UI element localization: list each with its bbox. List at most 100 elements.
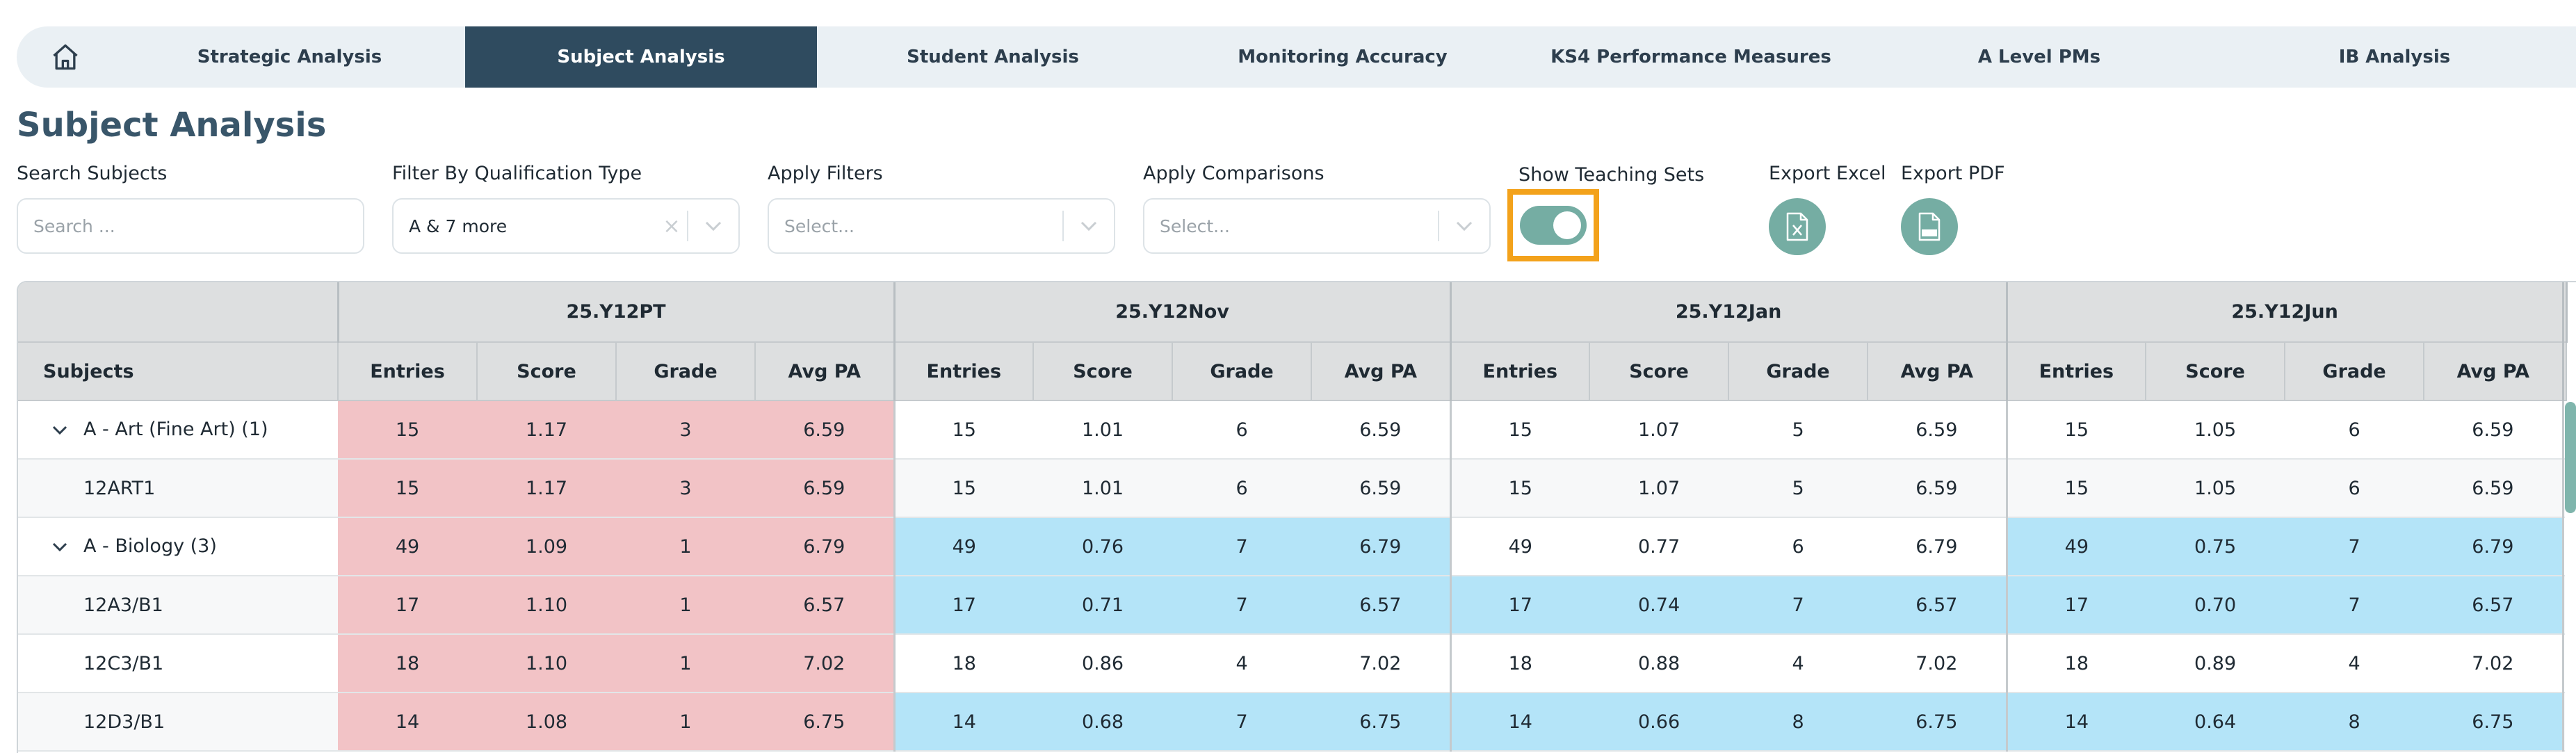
subject-cell[interactable]: A - Biology (3)	[18, 517, 338, 576]
subject-cell: 12D3/B1	[18, 693, 338, 752]
chevron-down-icon[interactable]	[1064, 220, 1114, 232]
subject-cell[interactable]: A - Art (Fine Art) (1)	[18, 400, 338, 460]
group-header: 25.Y12Nov	[894, 282, 1452, 343]
show-teaching-sets-toggle[interactable]	[1520, 206, 1587, 245]
cell-grade: 8	[2285, 693, 2424, 752]
tab-student-analysis[interactable]: Student Analysis	[907, 47, 1079, 67]
cell-avg-pa: 6.57	[1311, 576, 1452, 635]
cell-grade: 7	[2285, 576, 2424, 635]
cell-avg-pa: 6.57	[1868, 576, 2008, 635]
cell-score: 0.89	[2146, 634, 2285, 693]
column-header-grade[interactable]: Grade	[1728, 342, 1869, 401]
cell-avg-pa: 6.59	[2424, 459, 2564, 518]
cell-grade: 6	[1172, 400, 1312, 460]
cell-grade: 4	[1172, 634, 1312, 693]
show-teaching-sets-label: Show Teaching Sets	[1518, 164, 1705, 186]
column-header-entries[interactable]: Entries	[894, 342, 1035, 401]
nav-home-button[interactable]	[17, 26, 114, 88]
header-blank	[2563, 342, 2568, 401]
table-scrollbar-thumb[interactable]	[2565, 402, 2576, 513]
column-header-avg-pa[interactable]: Avg PA	[755, 342, 896, 401]
table-row[interactable]: 12C3/B1 18 1.10 1 7.02 18 0.86 4 7.02 18 0.88 4 7.02…	[18, 634, 2567, 693]
table-row[interactable]: A - Art (Fine Art) (1) 15 1.17 3 6.59 15 1.01 6…	[18, 400, 2567, 460]
row-padding	[2563, 693, 2567, 752]
cell-grade: 8	[1728, 693, 1868, 752]
chevron-down-icon[interactable]	[51, 419, 68, 441]
tab-strategic-analysis[interactable]: Strategic Analysis	[197, 47, 382, 67]
cell-grade: 1	[616, 576, 755, 635]
cell-grade: 7	[1172, 517, 1312, 576]
column-header-score[interactable]: Score	[477, 342, 617, 401]
chevron-down-icon[interactable]	[51, 536, 68, 558]
subject-cell: 12A3/B1	[18, 576, 338, 635]
cell-avg-pa: 6.59	[2424, 400, 2564, 460]
cell-avg-pa: 6.79	[1868, 517, 2008, 576]
table-row[interactable]: A - Biology (3) 49 1.09 1 6.79 49 0.76 7 6.79 49 0…	[18, 517, 2567, 576]
cell-score: 1.07	[1589, 400, 1729, 460]
column-header-entries[interactable]: Entries	[2007, 342, 2147, 401]
chevron-down-icon[interactable]	[688, 220, 738, 232]
column-header-avg-pa[interactable]: Avg PA	[1311, 342, 1452, 401]
apply-comparisons-label: Apply Comparisons	[1143, 163, 1325, 184]
apply-filters-select[interactable]: Select...	[768, 198, 1115, 254]
cell-score: 0.76	[1033, 517, 1173, 576]
home-icon	[53, 44, 78, 70]
cell-entries: 49	[1450, 517, 1590, 576]
export-excel-button[interactable]	[1769, 198, 1826, 255]
column-header-score[interactable]: Score	[1033, 342, 1174, 401]
cell-entries: 15	[2007, 400, 2146, 460]
cell-entries: 14	[1450, 693, 1590, 752]
subjects-column-header[interactable]: Subjects	[18, 342, 339, 401]
export-excel-label: Export Excel	[1769, 163, 1886, 184]
apply-comparisons-placeholder: Select...	[1160, 216, 1230, 236]
cell-score: 0.75	[2146, 517, 2285, 576]
tab-a-level-pms[interactable]: A Level PMs	[1977, 47, 2101, 67]
table-row[interactable]: 12A3/B1 17 1.10 1 6.57 17 0.71 7 6.57 17 0.74 7 6.57…	[18, 576, 2567, 635]
tab-subject-analysis[interactable]: Subject Analysis	[465, 26, 817, 88]
cell-grade: 1	[616, 517, 755, 576]
cell-grade: 3	[616, 400, 755, 460]
cell-score: 0.64	[2146, 693, 2285, 752]
search-subjects-input[interactable]: Search ...	[17, 198, 364, 254]
tab-monitoring-accuracy[interactable]: Monitoring Accuracy	[1238, 47, 1448, 67]
apply-comparisons-select[interactable]: Select...	[1143, 198, 1491, 254]
column-header-entries[interactable]: Entries	[338, 342, 478, 401]
column-header-avg-pa[interactable]: Avg PA	[1868, 342, 2008, 401]
group-header: 25.Y12PT	[338, 282, 896, 343]
column-header-score[interactable]: Score	[2146, 342, 2286, 401]
header-blank	[2563, 282, 2568, 343]
pdf-file-icon	[1918, 212, 1941, 241]
group-header: 25.Y12Jan	[1450, 282, 2008, 343]
subject-label: 12ART1	[83, 477, 156, 499]
cell-score: 1.09	[477, 517, 616, 576]
row-padding	[2563, 459, 2567, 518]
column-header-entries[interactable]: Entries	[1450, 342, 1591, 401]
group-header: 25.Y12Jun	[2007, 282, 2564, 343]
chevron-down-icon[interactable]	[1439, 220, 1489, 232]
column-header-avg-pa[interactable]: Avg PA	[2424, 342, 2564, 401]
column-header-grade[interactable]: Grade	[2285, 342, 2425, 401]
cell-grade: 6	[2285, 400, 2424, 460]
select-divider	[1062, 211, 1064, 241]
row-padding	[2563, 634, 2567, 693]
tab-ks4-performance-measures[interactable]: KS4 Performance Measures	[1550, 47, 1831, 67]
cell-entries: 49	[894, 517, 1034, 576]
tab-ib-analysis[interactable]: IB Analysis	[2338, 47, 2451, 67]
column-header-score[interactable]: Score	[1589, 342, 1730, 401]
cell-avg-pa: 6.79	[755, 517, 896, 576]
export-pdf-button[interactable]	[1901, 198, 1958, 255]
row-padding	[2563, 400, 2567, 460]
subject-label: 12C3/B1	[83, 652, 164, 674]
column-header-grade[interactable]: Grade	[1172, 342, 1313, 401]
clear-icon[interactable]: ×	[663, 213, 681, 238]
cell-score: 1.10	[477, 576, 616, 635]
table-row[interactable]: 12ART1 15 1.17 3 6.59 15 1.01 6 6.59 15 1.07 5 6.59 1…	[18, 459, 2567, 518]
column-header-grade[interactable]: Grade	[616, 342, 756, 401]
table-row[interactable]: 12D3/B1 14 1.08 1 6.75 14 0.68 7 6.75 14 0.66 8 6.75…	[18, 693, 2567, 752]
export-pdf-label: Export PDF	[1901, 163, 2005, 184]
cell-score: 1.05	[2146, 400, 2285, 460]
cell-entries: 15	[338, 459, 477, 518]
cell-score: 0.88	[1589, 634, 1729, 693]
qualification-filter-select[interactable]: A & 7 more ×	[392, 198, 740, 254]
highlight-outline	[1507, 189, 1599, 261]
